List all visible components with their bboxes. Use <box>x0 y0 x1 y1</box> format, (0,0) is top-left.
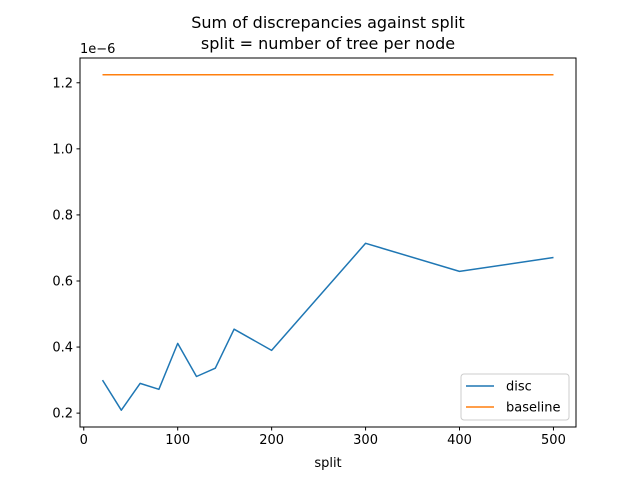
x-tick-label: 500 <box>541 433 566 448</box>
x-tick-label: 100 <box>165 433 190 448</box>
x-tick-label: 200 <box>259 433 284 448</box>
y-tick-label: 0.6 <box>52 274 73 289</box>
legend-label-baseline: baseline <box>506 401 560 416</box>
legend-label-disc: disc <box>506 380 532 395</box>
chart-title: Sum of discrepancies against split <box>191 13 465 32</box>
legend: disc baseline <box>460 373 570 421</box>
y-tick-label: 1.0 <box>52 142 73 157</box>
x-axis-label: split <box>314 456 341 471</box>
x-tick-label: 0 <box>80 433 88 448</box>
x-tick-label: 400 <box>447 433 472 448</box>
y-tick-label: 0.8 <box>52 208 73 223</box>
y-tick-label: 0.2 <box>52 407 73 422</box>
y-tick-label: 0.4 <box>52 341 73 356</box>
plot-frame <box>79 57 577 428</box>
chart-subtitle: split = number of tree per node <box>201 34 455 53</box>
x-tick-label: 300 <box>353 433 378 448</box>
y-offset-label: 1e−6 <box>80 42 115 57</box>
series-line-disc <box>101 242 554 411</box>
y-tick-label: 1.2 <box>52 76 73 91</box>
